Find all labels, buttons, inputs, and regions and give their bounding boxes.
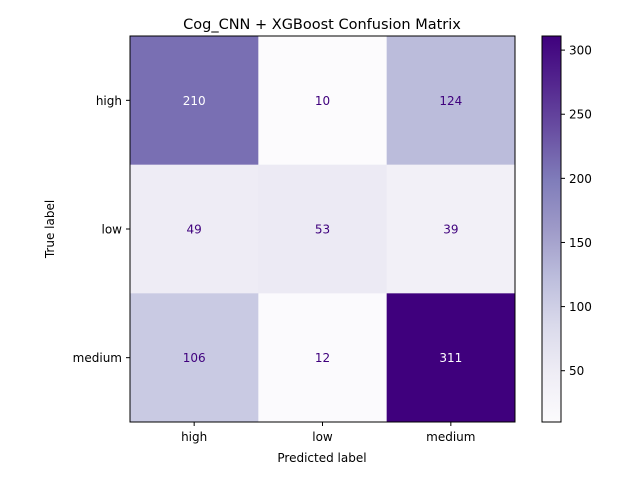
y-tick-label: low: [102, 223, 123, 237]
y-axis-label: True label: [43, 200, 57, 259]
x-axis-ticks: high low medium: [181, 422, 475, 444]
cell-value-label: 12: [315, 351, 330, 365]
heatmap-cell: [130, 164, 259, 294]
heatmap-cell: [386, 293, 516, 423]
colorbar-tick-label: 200: [569, 172, 592, 186]
heatmap-cell: [258, 164, 388, 294]
colorbar-tick-label: 300: [569, 44, 592, 58]
cell-value-label: 106: [183, 351, 206, 365]
cell-value-label: 53: [315, 223, 330, 237]
cell-value-label: 311: [439, 351, 462, 365]
colorbar-tick-label: 50: [569, 364, 584, 378]
y-tick-label: medium: [73, 351, 122, 365]
heatmap-cells: [130, 36, 516, 423]
heatmap-cell: [130, 293, 259, 423]
colorbar: [541, 35, 562, 423]
cell-value-label: 10: [315, 94, 330, 108]
cell-value-label: 49: [187, 223, 202, 237]
colorbar-tick-label: 150: [569, 236, 592, 250]
heatmap-cell: [386, 164, 516, 294]
y-tick-label: high: [96, 94, 122, 108]
x-tick-label: low: [312, 430, 333, 444]
x-tick-label: high: [181, 430, 207, 444]
heatmap-cell: [258, 36, 388, 166]
x-axis-label: Predicted label: [277, 451, 366, 465]
cell-value-label: 39: [443, 223, 458, 237]
heatmap-cell: [258, 293, 388, 423]
x-tick-label: medium: [426, 430, 475, 444]
colorbar-tick-label: 100: [569, 300, 592, 314]
heatmap-cell-labels: 210 10 124 49 53 39 106 12 311: [183, 94, 463, 365]
colorbar-tick-label: 250: [569, 108, 592, 122]
cell-value-label: 210: [183, 94, 206, 108]
cell-value-label: 124: [439, 94, 462, 108]
y-axis-ticks: high low medium: [73, 94, 130, 365]
chart-title: Cog_CNN + XGBoost Confusion Matrix: [183, 17, 461, 33]
heatmap-cell: [130, 36, 259, 166]
colorbar-ticks: 50 100 150 200 250 300: [561, 44, 592, 378]
heatmap-cell: [386, 36, 516, 166]
